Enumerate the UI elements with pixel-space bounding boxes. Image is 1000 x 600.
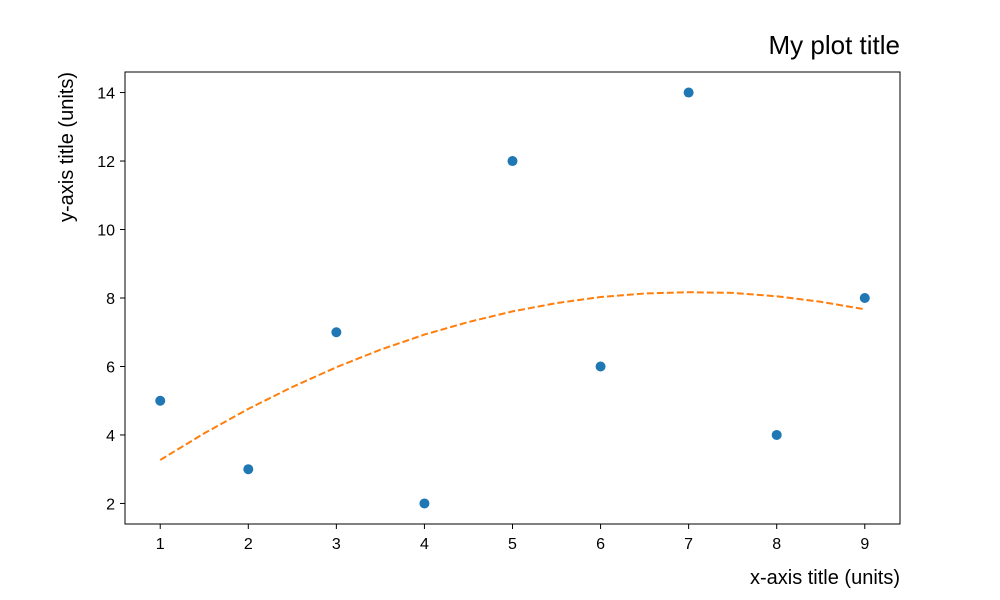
scatter-point (419, 498, 430, 509)
scatter-point (595, 361, 606, 372)
x-tick-label: 4 (420, 536, 429, 553)
x-tick-label: 3 (332, 536, 341, 553)
y-axis-title: y-axis title (units) (56, 72, 78, 222)
trend-line (159, 291, 865, 461)
scatter-point (683, 87, 694, 98)
x-tick-label: 1 (156, 536, 165, 553)
y-tick-label: 12 (97, 154, 115, 171)
scatter-point (507, 156, 518, 167)
series-layer (155, 87, 870, 509)
y-tick-label: 8 (106, 291, 115, 308)
chart-title: My plot title (769, 30, 901, 60)
y-tick-label: 4 (106, 428, 115, 445)
x-tick-label: 8 (772, 536, 781, 553)
x-tick-label: 5 (508, 536, 517, 553)
scatter-point (859, 293, 870, 303)
plot-area-frame (124, 71, 901, 525)
scatter-point (771, 429, 782, 440)
x-tick-label: 6 (596, 536, 605, 553)
scatter-point (243, 464, 254, 475)
y-tick-label: 14 (97, 86, 115, 103)
x-axis-title: x-axis title (units) (750, 567, 900, 589)
y-tick-label: 6 (106, 359, 115, 376)
scatter-point (155, 395, 166, 406)
x-tick-label: 2 (244, 536, 253, 553)
scatter-point (331, 327, 342, 338)
y-tick-label: 2 (106, 496, 115, 513)
x-tick-label: 7 (684, 536, 693, 553)
y-tick-label: 10 (97, 223, 115, 240)
x-tick-label: 9 (860, 536, 869, 553)
